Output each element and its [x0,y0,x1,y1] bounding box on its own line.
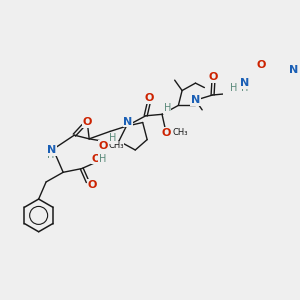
Text: O: O [161,128,170,138]
Text: N: N [191,95,200,105]
Text: H: H [164,103,171,113]
Text: N: N [123,117,133,127]
Text: O: O [88,180,97,190]
Text: H: H [99,154,106,164]
Text: N: N [240,78,249,88]
Text: N: N [289,65,298,76]
Text: O: O [82,118,92,128]
Text: CH₃: CH₃ [172,128,188,137]
Text: H: H [109,133,116,143]
Text: O: O [99,140,108,151]
Text: O: O [256,60,266,70]
Text: O: O [92,154,101,164]
Text: H: H [47,150,54,160]
Text: H: H [230,82,237,93]
Text: N: N [47,145,57,155]
Text: CH₃: CH₃ [109,141,124,150]
Text: H: H [241,83,248,93]
Text: O: O [208,72,218,82]
Text: O: O [145,93,154,103]
